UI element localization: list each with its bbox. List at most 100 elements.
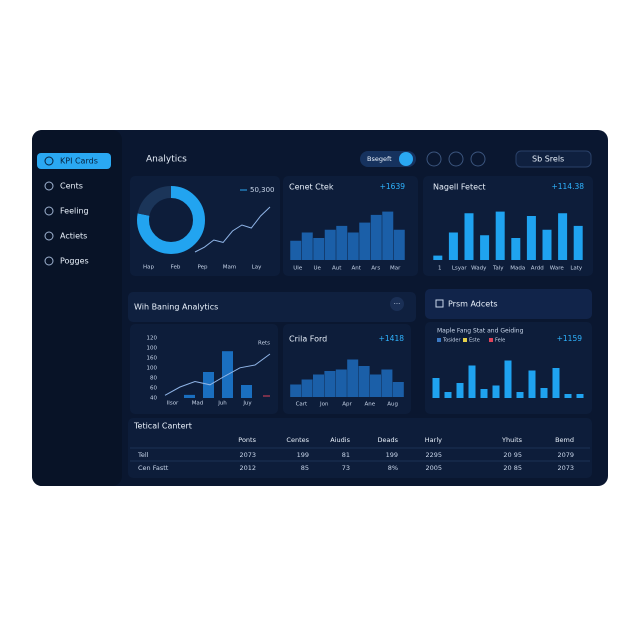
- x-label: Mam: [223, 265, 236, 271]
- x-label: Ilsor: [167, 401, 179, 407]
- bar: [564, 394, 572, 398]
- nav-icon: [44, 231, 54, 241]
- section-bar: [128, 292, 416, 322]
- legend-swatch: [489, 338, 493, 342]
- card-title: Prsm Adcets: [448, 300, 498, 309]
- table-cell: 20 85: [503, 464, 522, 472]
- table-cell: 2073: [239, 451, 256, 459]
- x-label: Aug: [387, 402, 398, 408]
- card-delta: +1159: [557, 334, 583, 343]
- x-label: Jon: [319, 402, 329, 408]
- column-header: Ponts: [238, 436, 256, 444]
- menu-button[interactable]: [390, 297, 404, 311]
- menu-icon: ···: [394, 300, 401, 308]
- column-header: Harly: [425, 436, 442, 444]
- bar: [540, 388, 548, 398]
- table-title: Tetical Cantert: [133, 422, 192, 431]
- bar: [464, 213, 474, 260]
- asset-header[interactable]: [425, 289, 592, 319]
- card-delta: +1639: [380, 182, 406, 191]
- x-label: Mad: [192, 401, 204, 407]
- x-label: Pep: [198, 265, 209, 271]
- dropdown[interactable]: [515, 150, 592, 168]
- bar: [324, 371, 336, 397]
- bar: [393, 229, 405, 260]
- nav-item[interactable]: KPI Cards: [60, 157, 98, 166]
- nav-item[interactable]: Feeling: [60, 207, 89, 216]
- bar: [542, 229, 552, 260]
- bar: [480, 389, 488, 398]
- bar: [480, 235, 490, 260]
- icon: [435, 299, 444, 308]
- nav-item[interactable]: Cents: [60, 182, 83, 191]
- nav-item[interactable]: Pogges: [60, 257, 89, 266]
- icon-button[interactable]: [470, 151, 486, 167]
- x-label: Feb: [171, 265, 181, 271]
- bar: [511, 238, 521, 260]
- table-cell: 8%: [388, 464, 398, 472]
- bar: [526, 216, 536, 260]
- bar: [370, 374, 381, 397]
- x-label: Lsyar: [452, 266, 468, 272]
- bar: [492, 385, 500, 398]
- nav-icon: [44, 206, 54, 216]
- bar: [336, 225, 348, 260]
- bar: [382, 211, 394, 260]
- bar: [444, 392, 452, 398]
- x-label: Cart: [296, 402, 308, 408]
- toggle[interactable]: [399, 152, 413, 166]
- bar: [290, 384, 302, 397]
- column-header: Yhuits: [501, 436, 523, 444]
- x-label: Hap: [143, 265, 155, 271]
- column-header: Centes: [286, 436, 309, 444]
- x-label: Ars: [371, 266, 380, 272]
- bar: [241, 385, 252, 398]
- bar: [370, 214, 382, 260]
- x-label: Ant: [352, 266, 362, 272]
- x-label: Mar: [390, 266, 401, 272]
- column-header: Deads: [378, 436, 399, 444]
- x-label: Wady: [471, 266, 487, 272]
- card-title: Nagell Fetect: [433, 183, 486, 192]
- x-label: Ue: [314, 266, 322, 272]
- line: [164, 353, 271, 396]
- y-label: 80: [150, 376, 157, 382]
- bar: [184, 394, 195, 398]
- card-title: Cenet Ctek: [289, 183, 334, 192]
- legend-swatch: [463, 338, 467, 342]
- nav-icon: [44, 256, 54, 266]
- x-label: Mada: [510, 266, 525, 272]
- icon-button[interactable]: [448, 151, 464, 167]
- section-title: Wih Baning Analytics: [134, 303, 218, 312]
- card-delta: +1418: [379, 334, 405, 343]
- icon-button[interactable]: [426, 151, 442, 167]
- bar: [576, 394, 584, 398]
- bar: [290, 240, 302, 260]
- bar: [558, 213, 568, 260]
- active-item[interactable]: [37, 153, 111, 169]
- x-label: Apr: [342, 402, 352, 408]
- card-subtitle: Maple Fang Stat and Geiding: [437, 328, 524, 335]
- bar: [468, 365, 476, 398]
- sidebar: [32, 130, 122, 486]
- y-label: 160: [147, 356, 158, 362]
- table-cell: 2005: [425, 464, 442, 472]
- y-label: 40: [150, 396, 157, 402]
- y-label: 60: [150, 386, 157, 392]
- dropdown-label: Sb Srels: [532, 155, 564, 164]
- table-cell: 2012: [239, 464, 256, 472]
- table-cell: 2073: [557, 464, 574, 472]
- x-label: Aut: [332, 266, 342, 272]
- legend-label: Fele: [495, 338, 505, 344]
- bar: [335, 369, 347, 397]
- bar: [203, 372, 214, 398]
- table-cell: Tell: [137, 451, 149, 459]
- bar: [528, 370, 536, 398]
- nav-item[interactable]: Actiets: [60, 232, 87, 241]
- x-label: Ane: [364, 402, 375, 408]
- bar: [381, 369, 393, 397]
- bar: [324, 229, 336, 260]
- x-label: Taly: [492, 266, 504, 272]
- legend-label: Este: [469, 338, 480, 344]
